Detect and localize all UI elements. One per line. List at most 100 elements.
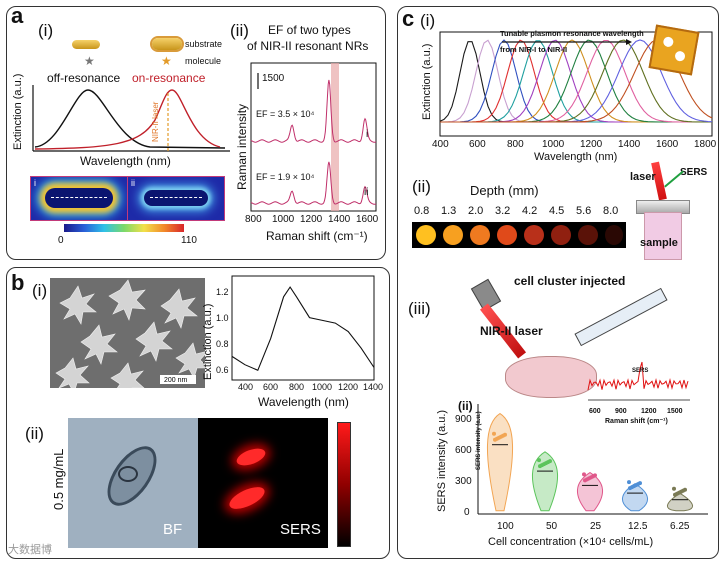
depth-value: 1.3: [441, 205, 457, 217]
violin-100: [486, 412, 514, 512]
colorbar-max: 110: [181, 235, 197, 246]
depth-value: 3.2: [495, 205, 511, 217]
map-label-ii: ii: [131, 178, 135, 188]
ef-value-2: EF = 1.9 × 10⁴: [256, 172, 315, 182]
sample-container: [644, 212, 682, 260]
violin-xtick-25: 25: [590, 521, 602, 532]
legend-molecule: molecule: [185, 56, 222, 66]
colorbar-min: 0: [58, 235, 64, 246]
c-ext-xtick-1400: 1400: [618, 139, 641, 150]
violin-point: [582, 472, 586, 477]
violin-point: [537, 458, 541, 463]
panel-b-label: b: [11, 270, 25, 295]
star-orange-icon: ★: [161, 54, 172, 68]
inset-xtick-900: 900: [615, 408, 627, 415]
off-resonance-label: off-resonance: [47, 71, 121, 85]
sers-signal-label: SERS: [680, 167, 708, 178]
on-resonance-label: on-resonance: [132, 71, 206, 85]
c-ext-xlabel: Wavelength (nm): [534, 151, 618, 163]
violin-point: [673, 492, 677, 497]
violin-xlabel: Cell concentration (×10⁴ cells/mL): [488, 536, 654, 548]
watermark: 大数据博: [8, 544, 52, 556]
raman-tick-1000: 1000: [272, 214, 295, 225]
panel-c-label: c: [402, 6, 415, 31]
b-ext-xtick-600: 600: [263, 382, 279, 392]
schematic-extinction-plot: [32, 85, 230, 152]
bf-label: BF: [163, 521, 183, 538]
violin-12.5: [622, 483, 648, 512]
violin-25: [577, 471, 603, 512]
depth-title: Depth (mm): [470, 183, 539, 198]
b-ext-ytick-3: 1.2: [216, 287, 229, 297]
depth-values: 0.8 1.3 2.0 3.2 4.2 4.5 5.6 8.0: [414, 206, 624, 220]
c-ext-xtick-1200: 1200: [580, 139, 603, 150]
raman-series-i: [250, 79, 377, 143]
tunable-label-1: Tunable plasmon resonance wavelength: [500, 29, 644, 38]
violin-ytick-900: 900: [455, 414, 472, 425]
laser-label: laser: [630, 171, 656, 183]
sers-label: SERS: [280, 521, 321, 538]
sers-colorbar: [337, 422, 351, 547]
panel-c-sub-ii: (ii): [412, 177, 431, 196]
c-ext-xtick-1800: 1800: [694, 139, 717, 150]
violin-ytick-0: 0: [464, 507, 470, 518]
raman-series-ii: [250, 161, 377, 205]
star-grey-icon: ★: [84, 54, 95, 68]
violin-xtick-100: 100: [497, 521, 514, 532]
cell-injected-label: cell cluster injected: [514, 274, 626, 288]
field-map-ii: [127, 176, 225, 221]
curve-label-ii: ii: [364, 187, 369, 198]
violin-ytick-600: 600: [455, 445, 472, 456]
b-ext-xtick-1400: 1400: [363, 382, 384, 392]
raman-tick-800: 800: [245, 214, 262, 225]
panel-b-sub-i: (i): [32, 281, 48, 300]
b-ext-ytick-0: 0.6: [216, 365, 229, 375]
b-ext-xtick-1000: 1000: [312, 382, 333, 392]
b-ext-ytick-2: 1.0: [216, 313, 229, 323]
violin-point: [672, 486, 676, 491]
scalebar-label: 200 nm: [164, 377, 188, 384]
c-ext-xtick-1000: 1000: [542, 139, 565, 150]
violin-xtick-6.25: 6.25: [670, 521, 690, 532]
violin-point: [493, 437, 497, 442]
ef-value-1: EF = 3.5 × 10⁴: [256, 109, 315, 119]
violin-6.25: [667, 492, 693, 512]
nanorod-icon: [72, 40, 100, 49]
panel-c-sub-i: (i): [420, 11, 436, 30]
b-ext-xtick-400: 400: [238, 382, 254, 392]
depth-value: 5.6: [576, 205, 592, 217]
map-label-i: i: [34, 178, 36, 188]
sers-image: [198, 418, 328, 548]
ef-title-1: EF of two types: [268, 23, 351, 37]
panel-a-label: a: [11, 3, 24, 28]
ef-title-2: of NIR-II resonant NRs: [247, 39, 369, 53]
violin-plot: [477, 404, 708, 515]
scalebar: [160, 375, 196, 384]
raman-scale-label: 1500: [262, 73, 285, 84]
b-ext-xtick-1200: 1200: [338, 382, 359, 392]
violin-point: [583, 478, 587, 483]
inset-title: SERS: [632, 368, 649, 374]
violin-ytick-300: 300: [455, 476, 472, 487]
legend-substrate: substrate: [185, 39, 223, 49]
b-ext-ylabel: Extinction (a.u.): [202, 303, 214, 380]
violin-sub: (ii): [458, 399, 473, 413]
b-extinction-line: [231, 286, 375, 372]
violin-point: [538, 464, 542, 469]
panel-a-sub-i: (i): [38, 21, 54, 40]
raman-tick-1400: 1400: [328, 214, 351, 225]
violin-point: [627, 480, 631, 485]
c-ext-xtick-400: 400: [432, 139, 449, 150]
nir-laser-label: NIR-II laser: [480, 324, 543, 338]
raman-y-label: Raman intensity: [235, 103, 249, 190]
nir-ii-laser-label: NIR-II laser: [151, 101, 160, 142]
nanocage-icon: [648, 24, 700, 76]
inset-xlabel: Raman shift (cm⁻¹): [605, 418, 668, 425]
violin-xtick-12.5: 12.5: [628, 521, 648, 532]
raman-x-label: Raman shift (cm⁻¹): [266, 229, 368, 243]
sample-label: sample: [640, 237, 678, 249]
panel-c-sub-iii: (iii): [408, 299, 431, 318]
b-ext-xtick-800: 800: [289, 382, 305, 392]
schematic-x-label: Wavelength (nm): [80, 154, 171, 168]
field-map-i: [30, 176, 128, 221]
